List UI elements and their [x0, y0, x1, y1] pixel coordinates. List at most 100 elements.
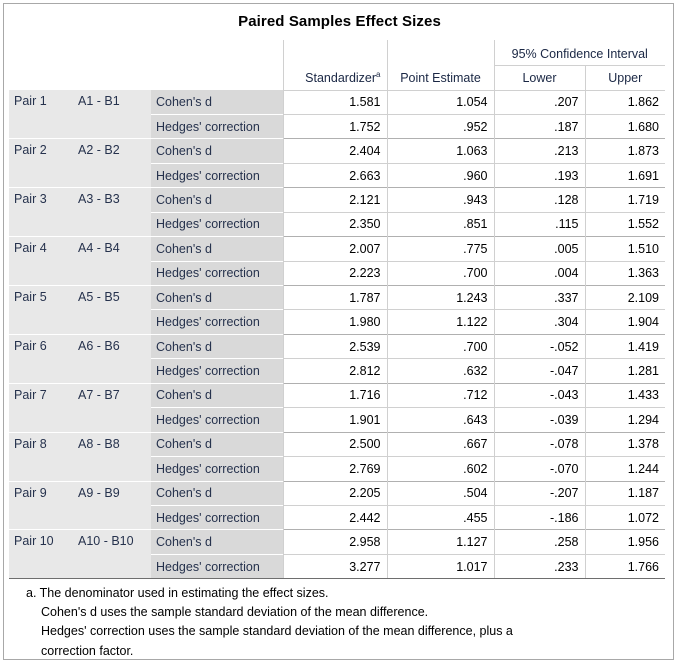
pair-label: Pair 1 [9, 90, 73, 139]
pair-label: Pair 6 [9, 333, 73, 384]
standardizer-value: 2.958 [282, 529, 387, 555]
ci-upper-value: 1.956 [584, 529, 665, 555]
ci-lower-value: -.052 [493, 333, 585, 359]
standardizer-value: 2.812 [282, 358, 387, 384]
ci-upper-value: 1.680 [584, 113, 665, 139]
footnote-line-2: Cohen's d uses the sample standard devia… [41, 605, 429, 620]
variables-label: A8 - B8 [73, 431, 151, 481]
point-estimate-value: .632 [386, 358, 494, 384]
variables-label: A3 - B3 [73, 187, 151, 237]
point-estimate-value: 1.063 [386, 138, 494, 164]
variables-label: A5 - B5 [73, 285, 151, 335]
ci-lower-value: .005 [493, 236, 585, 262]
standardizer-value: 1.980 [282, 309, 387, 335]
standardizer-value: 2.539 [282, 333, 387, 359]
measure-label: Hedges' correction [151, 504, 283, 530]
pair-label: Pair 7 [9, 382, 73, 433]
ci-lower-value: .004 [493, 260, 585, 286]
point-estimate-value: .943 [386, 187, 494, 213]
table-row: Pair 9 A9 - B9 Cohen's d 2.205.504 -.207 1.18… [9, 480, 665, 530]
variables-label: A2 - B2 [73, 138, 151, 188]
header-blank-std [282, 40, 387, 65]
upper-header: Upper [584, 64, 665, 90]
measure-label: Cohen's d [151, 431, 283, 457]
ci-lower-value: .128 [493, 187, 585, 213]
measure-label: Hedges' correction [151, 553, 283, 580]
pair-label: Pair 8 [9, 431, 73, 481]
footnote: a. The denominator used in estimating th… [26, 584, 513, 661]
standardizer-value: 2.663 [282, 162, 387, 188]
standardizer-value: 1.581 [282, 89, 387, 115]
variables-label: A1 - B1 [73, 90, 151, 139]
ci-lower-value: .258 [493, 529, 585, 555]
variables-label: A6 - B6 [73, 333, 151, 384]
measure-label: Cohen's d [151, 480, 283, 506]
standardizer-value: 2.500 [282, 431, 387, 457]
table-row: Pair 3 A3 - B3 Cohen's d 2.121.943.128 1.719 [9, 187, 665, 237]
footnote-line-1: a. The denominator used in estimating th… [26, 586, 329, 600]
variables-label: A9 - B9 [73, 480, 151, 530]
lower-header: Lower [493, 64, 585, 90]
measure-label: Cohen's d [151, 236, 283, 262]
ci-upper-value: 1.766 [584, 553, 665, 580]
table-title: Paired Samples Effect Sizes [238, 13, 441, 30]
ci-upper-value: 1.510 [584, 236, 665, 262]
pair-label: Pair 9 [9, 480, 73, 530]
standardizer-value: 2.205 [282, 480, 387, 506]
table-row: Pair 10 A10 - B10 Cohen's d 2.958 1.127.258 1… [9, 529, 665, 580]
table-row: Hedges' correction 1.752.952.187 1.680 [9, 113, 665, 139]
standardizer-value: 2.350 [282, 211, 387, 237]
point-estimate-value: .851 [386, 211, 494, 237]
ci-upper-value: 1.552 [584, 211, 665, 237]
footnote-line-4: correction factor. [41, 643, 134, 658]
point-estimate-value: .700 [386, 260, 494, 286]
ci-lower-value: .207 [493, 89, 585, 115]
standardizer-value: 1.752 [282, 113, 387, 139]
table-row: Pair 6 A6 - B6 Cohen's d 2.539.700 -.052 1.41… [9, 333, 665, 384]
output-frame: Paired Samples Effect Sizes 95% Confiden… [3, 3, 674, 660]
ci-upper-value: 1.378 [584, 431, 665, 457]
ci-upper-value: 1.719 [584, 187, 665, 213]
point-estimate-value: .667 [386, 431, 494, 457]
ci-lower-value: .337 [493, 284, 585, 310]
standardizer-value: 2.404 [282, 138, 387, 164]
standardizer-value: 2.007 [282, 236, 387, 262]
ci-lower-value: -.186 [493, 504, 585, 530]
point-estimate-value: .602 [386, 456, 494, 481]
point-estimate-value: .952 [386, 113, 494, 139]
ci-upper-value: 1.862 [584, 89, 665, 115]
ci-upper-value: 1.419 [584, 333, 665, 359]
measure-label: Cohen's d [151, 333, 283, 359]
measure-label: Cohen's d [151, 138, 283, 164]
ci-upper-value: 1.281 [584, 358, 665, 384]
ci-upper-value: 2.109 [584, 284, 665, 310]
table-row: Pair 5 A5 - B5 Cohen's d 1.787 1.243.337 2.10… [9, 284, 665, 335]
pair-label: Pair 10 [9, 529, 73, 580]
ci-lower-value: -.039 [493, 407, 585, 433]
ci-upper-value: 1.187 [584, 480, 665, 506]
ci-lower-value: .304 [493, 309, 585, 335]
standardizer-value: 2.223 [282, 260, 387, 286]
standardizer-value: 1.901 [282, 407, 387, 433]
measure-label: Hedges' correction [151, 407, 283, 433]
table-row: Hedges' correction 3.277 1.017.233 1.766 [9, 553, 665, 580]
measure-label: Cohen's d [151, 382, 283, 408]
measure-label: Cohen's d [151, 284, 283, 310]
table-row: Hedges' correction 1.901.643 -.039 1.294 [9, 407, 665, 433]
table-row: Pair 1 A1 - B1 Cohen's d 1.581 1.054.207 1.86… [9, 89, 665, 139]
ci-lower-value: .213 [493, 138, 585, 164]
ci-lower-value: -.207 [493, 480, 585, 506]
table-row: Hedges' correction 2.223.700.004 1.363 [9, 260, 665, 286]
table-row: Pair 8 A8 - B8 Cohen's d 2.500.667 -.078 1.37… [9, 431, 665, 481]
ci-lower-value: .115 [493, 211, 585, 237]
point-estimate-value: 1.017 [386, 553, 494, 580]
ci-upper-value: 1.433 [584, 382, 665, 408]
ci-lower-value: -.070 [493, 456, 585, 481]
point-estimate-value: .504 [386, 480, 494, 506]
measure-label: Cohen's d [151, 187, 283, 213]
pair-label: Pair 3 [9, 187, 73, 237]
table-row: Pair 4 A4 - B4 Cohen's d 2.007.775.005 1.510 [9, 236, 665, 286]
point-estimate-value: 1.122 [386, 309, 494, 335]
effect-sizes-table: 95% Confidence Interval Standardizera Po… [9, 40, 665, 580]
variables-label: A4 - B4 [73, 236, 151, 286]
